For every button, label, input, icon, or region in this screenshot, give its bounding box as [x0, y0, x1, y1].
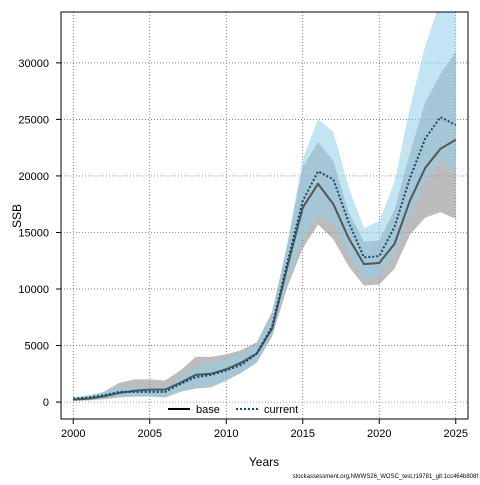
- series-line-base: [73, 138, 457, 401]
- x-tick-label: 2015: [291, 428, 315, 440]
- plot-frame: [60, 11, 469, 420]
- x-axis-ticks: 2000 2005 2010 2015 2020 2025: [61, 419, 468, 440]
- x-tick-label: 2025: [444, 428, 468, 440]
- y-tick-label: 5000: [25, 341, 49, 353]
- confidence-bands: [73, 12, 456, 401]
- y-tick-label: 0: [43, 397, 49, 409]
- x-tick-label: 2010: [214, 428, 238, 440]
- x-tick-label: 2020: [367, 428, 391, 440]
- series-lines: [73, 116, 457, 401]
- series-line-current: [73, 116, 457, 400]
- footer-credit: stockassessment.org,NWWS26_WOSC_test,r19…: [293, 474, 479, 480]
- y-tick-label: 20000: [18, 171, 49, 183]
- y-tick-label: 25000: [18, 114, 49, 126]
- legend: base current: [168, 404, 298, 416]
- legend-base-label: base: [196, 404, 220, 416]
- y-tick-label: 30000: [18, 58, 49, 70]
- legend-current-label: current: [264, 404, 298, 416]
- y-tick-label: 10000: [18, 284, 49, 296]
- x-tick-label: 2000: [61, 428, 85, 440]
- y-tick-label: 15000: [18, 227, 49, 239]
- x-tick-label: 2005: [138, 428, 162, 440]
- y-axis-ticks: 0 5000 10000 15000 20000 25000 30000: [18, 58, 61, 409]
- x-axis-title: Years: [249, 455, 279, 469]
- y-axis-title: SSB: [10, 204, 24, 228]
